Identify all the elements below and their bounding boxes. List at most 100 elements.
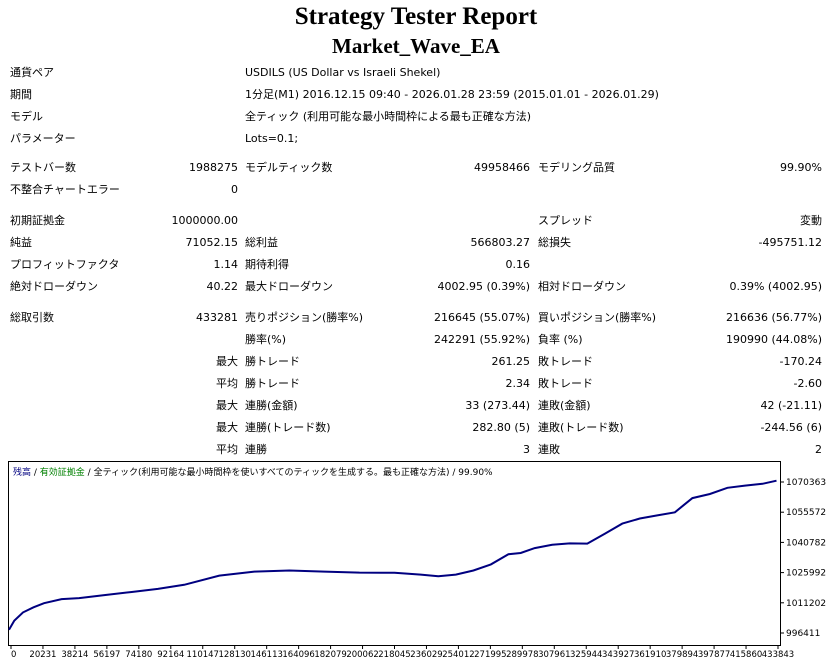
x-tick-label: 164096	[282, 650, 314, 660]
avg-win-trade-value: 2.34	[505, 377, 531, 390]
max-label: 最大	[216, 399, 238, 412]
avg-label: 平均	[216, 377, 238, 390]
gross-loss-label: 総損失	[538, 236, 571, 249]
y-tick-label: 996411	[786, 629, 820, 639]
gross-loss-value: -495751.12	[758, 236, 822, 249]
long-value: 216636 (56.77%)	[725, 311, 822, 324]
y-tick-label: 1055572	[786, 508, 826, 518]
params-value: Lots=0.1;	[245, 132, 299, 145]
x-tick-label: 433843	[762, 650, 794, 660]
x-tick-label: 254012	[442, 650, 474, 660]
period-value: 1分足(M1) 2016.12.15 09:40 - 2026.01.28 23…	[245, 88, 659, 101]
mismatch-value: 0	[231, 183, 238, 196]
x-tick-label: 307961	[538, 650, 570, 660]
gross-profit-value: 566803.27	[470, 236, 531, 249]
consec-win-count-value: 282.80 (5)	[472, 421, 530, 434]
pf-value: 1.14	[213, 258, 239, 271]
consec-loss-money-label: 連敗(金額)	[538, 399, 591, 412]
chart-legend: 残高 / 有効証拠金 / 全ティック(利用可能な最小時間枠を使いすべてのティック…	[13, 466, 493, 478]
max-label: 最大	[216, 355, 238, 368]
avg-consec-loss-value: 2	[815, 443, 822, 456]
trades-label: 総取引数	[10, 311, 54, 324]
legend-quality: 99.90%	[458, 468, 493, 478]
report-title: Strategy Tester Report	[294, 3, 538, 30]
pf-label: プロフィットファクタ	[10, 258, 120, 271]
avg-consec-loss-label: 連敗	[538, 443, 560, 456]
x-tick-label: 56197	[93, 650, 120, 660]
avg-label: 平均	[216, 443, 238, 456]
legend-model: 全ティック(利用可能な最小時間枠を使いすべてのティックを生成する。最も正確な方法…	[94, 466, 450, 478]
net-value: 71052.15	[185, 236, 239, 249]
deposit-label: 初期証拠金	[10, 214, 65, 227]
max-dd-value: 4002.95 (0.39%)	[437, 280, 530, 293]
spread-value: 変動	[800, 214, 822, 227]
max-win-trade-label: 勝トレード	[245, 355, 300, 368]
short-value: 216645 (55.07%)	[433, 311, 530, 324]
consec-loss-count-label: 連敗(トレード数)	[538, 421, 624, 434]
consec-win-money-label: 連勝(金額)	[245, 399, 298, 412]
max-win-trade-value: 261.25	[491, 355, 531, 368]
abs-dd-value: 40.22	[206, 280, 239, 293]
expected-value: 0.16	[505, 258, 531, 271]
long-label: 買いポジション(勝率%)	[538, 311, 657, 324]
expected-label: 期待利得	[245, 258, 289, 271]
x-tick-label: 20231	[29, 650, 56, 660]
x-tick-label: 361910	[634, 650, 666, 660]
legend-sep-3: /	[450, 468, 459, 478]
balance-chart: 1070363 1055572 1040782 1025992 1011202 99641…	[7, 460, 830, 663]
spread-label: スプレッド	[538, 214, 593, 227]
chart-background	[7, 460, 830, 663]
max-loss-trade-label: 敗トレード	[538, 355, 593, 368]
gross-profit-label: 総利益	[245, 236, 278, 249]
bars-label: テストバー数	[10, 161, 76, 174]
ticks-value: 49958466	[474, 161, 530, 174]
max-loss-trade-value: -170.24	[779, 355, 822, 368]
quality-value: 99.90%	[780, 161, 822, 174]
avg-loss-trade-value: -2.60	[793, 377, 822, 390]
win-pct-value: 242291 (55.92%)	[433, 333, 530, 346]
consec-loss-count-value: -244.56 (6)	[760, 421, 822, 434]
x-tick-label: 379894	[666, 650, 698, 660]
legend-equity: 有効証拠金	[40, 466, 85, 478]
short-label: 売りポジション(勝率%)	[245, 311, 364, 324]
x-tick-label: 343927	[602, 650, 634, 660]
x-tick-label: 92164	[157, 650, 184, 660]
consec-win-count-label: 連勝(トレード数)	[245, 421, 331, 434]
x-tick-label: 415860	[730, 650, 762, 660]
x-tick-label: 397877	[698, 650, 730, 660]
avg-loss-trade-label: 敗トレード	[538, 377, 593, 390]
consec-loss-money-value: 42 (-21.11)	[760, 399, 822, 412]
symbol-value: USDILS (US Dollar vs Israeli Shekel)	[245, 66, 441, 79]
x-tick-label: 74180	[125, 650, 152, 660]
quality-label: モデリング品質	[538, 161, 615, 174]
y-tick-label: 1011202	[786, 599, 826, 609]
trades-value: 433281	[196, 311, 238, 324]
rel-dd-label: 相対ドローダウン	[538, 280, 626, 293]
rel-dd-value: 0.39% (4002.95)	[729, 280, 822, 293]
y-tick-label: 1040782	[786, 538, 826, 548]
bars-value: 1988275	[189, 161, 238, 174]
x-tick-label: 218045	[378, 650, 410, 660]
x-tick-label: 38214	[61, 650, 88, 660]
x-tick-label: 236029	[410, 650, 442, 660]
symbol-label: 通貨ペア	[10, 66, 54, 79]
loss-pct-value: 190990 (44.08%)	[725, 333, 822, 346]
legend-sep-2: /	[85, 468, 94, 478]
x-tick-label: 146113	[250, 650, 282, 660]
net-label: 純益	[10, 236, 32, 249]
model-label: モデル	[10, 110, 43, 123]
x-tick-label: 289978	[506, 650, 538, 660]
deposit-value: 1000000.00	[171, 214, 238, 227]
win-pct-label: 勝率(%)	[245, 333, 287, 346]
legend-balance: 残高	[13, 466, 31, 478]
x-tick-label: 128130	[218, 650, 250, 660]
max-label: 最大	[216, 421, 238, 434]
ticks-label: モデルティック数	[245, 161, 333, 174]
x-tick-label: 110147	[187, 650, 219, 660]
avg-consec-win-label: 連勝	[245, 443, 267, 456]
mismatch-label: 不整合チャートエラー	[10, 183, 120, 196]
abs-dd-label: 絶対ドローダウン	[10, 280, 98, 293]
plot-frame	[8, 461, 781, 646]
avg-consec-win-value: 3	[523, 443, 530, 456]
x-axis: 0 20231 38214 56197 74180 92164 110147 128130 14…	[10, 646, 794, 660]
